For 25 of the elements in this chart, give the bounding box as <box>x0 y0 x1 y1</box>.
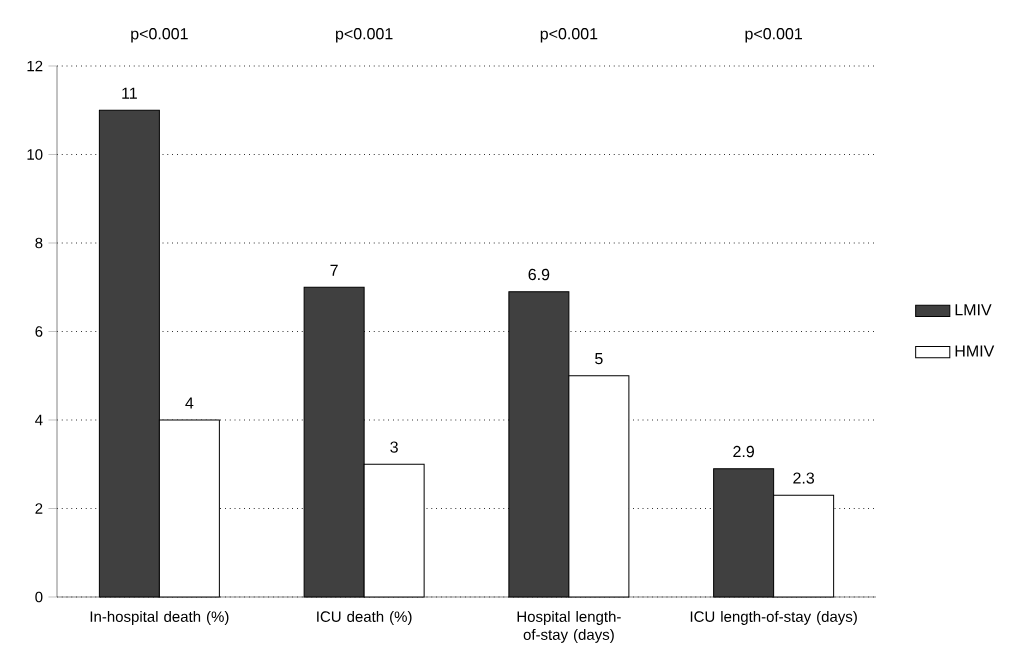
legend-label: LMIV <box>955 304 992 316</box>
y-tick-label: 12 <box>27 60 43 72</box>
data-label: 4 <box>185 397 194 409</box>
text: p<0.001 <box>745 28 802 43</box>
legend-label: HMIV <box>955 345 995 357</box>
y-tick-label: 8 <box>35 237 43 249</box>
x-tick-label: ICU death (%) <box>317 610 412 625</box>
data-label: 2.9 <box>733 445 754 458</box>
text: p<0.001 <box>131 28 188 43</box>
data-label: 3 <box>390 441 398 453</box>
y-tick-label: 4 <box>35 414 43 426</box>
x-tick-label: Hospital length-of-stay (days) <box>517 610 621 643</box>
data-label: 2.3 <box>793 472 815 484</box>
data-label: 6.9 <box>528 268 550 281</box>
y-tick-label: 6 <box>35 326 43 337</box>
data-label: 7 <box>330 264 338 276</box>
y-tick-label: 10 <box>27 149 43 160</box>
x-tick-label: In-hospital death (%) <box>90 610 229 625</box>
text: p<0.001 <box>540 28 598 43</box>
data-label: 11 <box>122 87 137 99</box>
x-tick-label: ICU length-of-stay (days) <box>690 610 857 625</box>
text: p<0.001 <box>336 28 393 43</box>
data-label: 5 <box>595 353 603 365</box>
y-tick-label: 2 <box>35 503 43 514</box>
y-tick-label: 0 <box>35 591 43 603</box>
